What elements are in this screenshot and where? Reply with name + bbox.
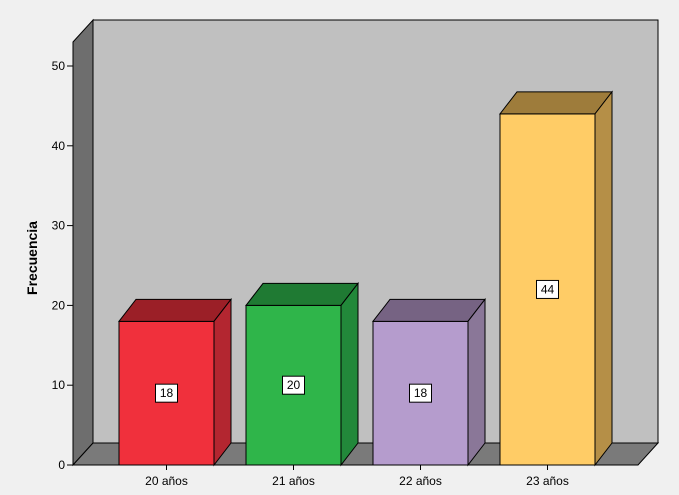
x-tick-label: 21 años (272, 474, 315, 488)
data-label: 18 (414, 386, 428, 400)
bar-top (244, 282, 360, 306)
x-tick-label: 22 años (399, 474, 442, 488)
bar-side (467, 297, 486, 467)
bars: 18 20 18 44 (117, 90, 614, 467)
data-label-box (536, 279, 559, 299)
bar-top (117, 298, 233, 322)
bar-side (213, 297, 232, 467)
y-tick-label: 10 (52, 378, 66, 392)
y-tick-label: 30 (52, 219, 66, 233)
bar: 44 (498, 90, 614, 467)
data-label-box (409, 383, 432, 403)
y-axis-label: Frecuencia (24, 221, 40, 295)
data-label: 20 (287, 378, 301, 392)
y-tick-label: 20 (52, 298, 66, 312)
bar: 20 (244, 281, 360, 467)
data-label-box (282, 375, 305, 395)
data-label: 44 (541, 282, 555, 296)
plot-side-wall (72, 18, 94, 467)
bar-top (498, 91, 614, 115)
y-tick-label: 50 (52, 59, 66, 73)
data-label: 18 (160, 386, 174, 400)
bar: 18 (117, 297, 233, 467)
x-axis-labels: 20 años 21 años 22 años 23 años (145, 465, 569, 488)
bar: 18 (371, 297, 487, 467)
x-tick-label: 23 años (526, 474, 569, 488)
bar-side (594, 90, 613, 467)
bar-top (371, 298, 487, 322)
x-tick-label: 20 años (145, 474, 188, 488)
bar-side (340, 281, 359, 467)
y-axis: 0 10 20 30 40 50 (52, 59, 73, 472)
data-label-box (155, 383, 178, 403)
y-tick-label: 40 (52, 139, 66, 153)
y-tick-label: 0 (58, 458, 65, 472)
